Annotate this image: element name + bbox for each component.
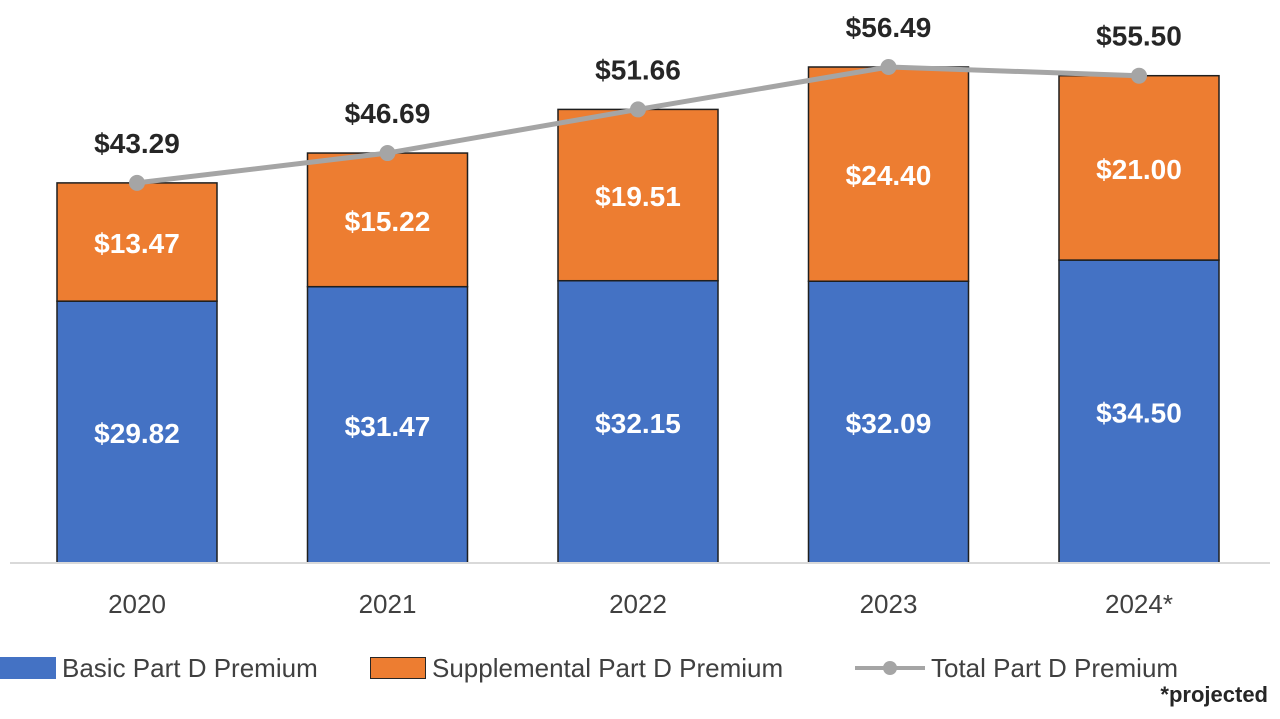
- bar-supplemental-4: [1058, 74, 1220, 261]
- legend-item-supplemental: Supplemental Part D Premium: [370, 648, 783, 688]
- x-tick-label-1: 2021: [359, 589, 417, 619]
- data-label-total-3: $56.49: [846, 12, 932, 43]
- chart: $29.82 $13.47 $43.29 2020 $31.47 $15.22 $46.69…: [10, 12, 1270, 619]
- data-label-total-2: $51.66: [595, 54, 681, 85]
- legend-item-total: Total Part D Premium: [855, 648, 1178, 688]
- total-point-0: [129, 174, 145, 191]
- data-label-total-1: $46.69: [345, 98, 431, 129]
- data-label-basic-4: $34.50: [1096, 398, 1182, 429]
- data-label-supplemental-4: $21.00: [1096, 154, 1182, 185]
- total-point-2: [630, 101, 646, 118]
- data-label-supplemental-0: $13.47: [94, 228, 180, 259]
- x-tick-label-3: 2023: [860, 589, 918, 619]
- labels-layer: $29.82 $13.47 $43.29 2020 $31.47 $15.22 $46.69…: [94, 12, 1182, 619]
- data-label-total-0: $43.29: [94, 128, 180, 159]
- bar-supplemental-1: [306, 152, 469, 288]
- legend-label-supplemental: Supplemental Part D Premium: [432, 652, 784, 683]
- data-label-supplemental-3: $24.40: [846, 160, 932, 191]
- data-label-basic-1: $31.47: [345, 411, 431, 442]
- legend-swatch-basic: [0, 657, 56, 679]
- bar-basic-2: [557, 279, 719, 564]
- bar-basic-0: [56, 300, 218, 564]
- bars-layer: [56, 66, 1220, 564]
- data-label-total-4: $55.50: [1096, 21, 1182, 52]
- bar-supplemental-3: [807, 66, 970, 282]
- legend-swatch-supplemental: [370, 657, 426, 679]
- data-label-supplemental-1: $15.22: [345, 206, 431, 237]
- total-point-4: [1131, 67, 1147, 84]
- legend-item-basic: Basic Part D Premium: [0, 648, 318, 688]
- legend-label-total: Total Part D Premium: [931, 652, 1179, 683]
- data-label-basic-0: $29.82: [94, 418, 180, 449]
- bar-supplemental-2: [557, 108, 719, 282]
- legend: Basic Part D Premium Supplemental Part D…: [0, 648, 1280, 688]
- total-point-3: [880, 59, 897, 75]
- data-label-basic-3: $32.09: [846, 408, 932, 439]
- x-tick-label-0: 2020: [108, 589, 166, 619]
- x-tick-label-4: 2024*: [1105, 589, 1173, 619]
- legend-swatch-total: [855, 657, 925, 679]
- legend-label-basic: Basic Part D Premium: [62, 652, 318, 683]
- x-tick-label-2: 2022: [609, 589, 667, 619]
- data-label-supplemental-2: $19.51: [595, 181, 681, 212]
- total-point-1: [379, 145, 396, 162]
- bar-supplemental-0: [56, 182, 218, 302]
- footnote: *projected: [1160, 682, 1268, 707]
- total-line-layer: [129, 59, 1147, 191]
- data-label-basic-2: $32.15: [595, 408, 681, 439]
